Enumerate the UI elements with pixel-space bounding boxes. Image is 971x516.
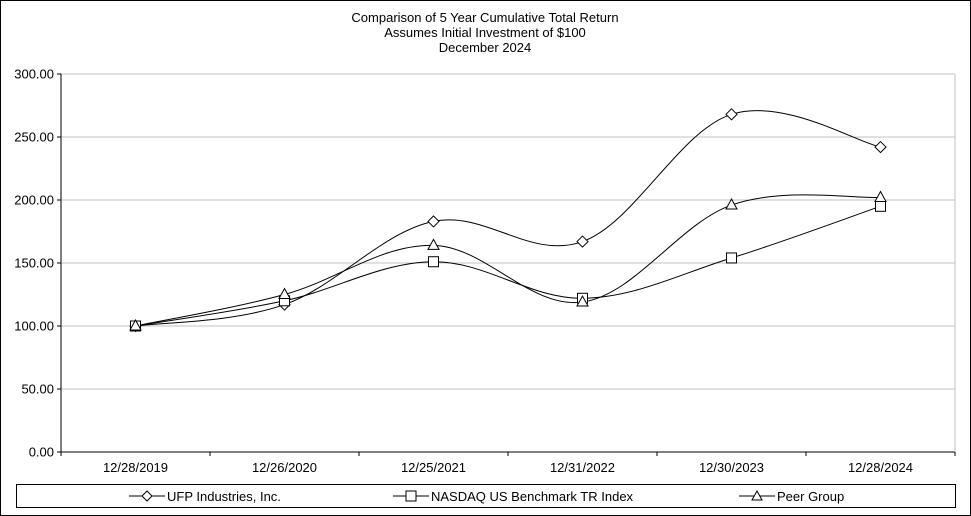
square-marker-icon (393, 490, 429, 502)
y-tick-label-1: 50.00 (21, 382, 54, 397)
y-tick-label-3: 150.00 (14, 256, 54, 271)
y-tick-labels: 0.00 50.00 100.00 150.00 200.00 250.00 300.00 (14, 67, 61, 460)
legend-label-peer: Peer Group (777, 488, 845, 504)
series-markers (129, 108, 887, 333)
point-diamond-5 (874, 140, 887, 154)
series-line-square (135, 205, 881, 327)
point-diamond-4 (725, 108, 738, 121)
point-square-5 (875, 200, 886, 212)
title-line-2: Assumes Initial Investment of $100 (384, 25, 586, 40)
y-tick-label-2: 100.00 (14, 319, 54, 334)
y-tick-label-5: 250.00 (14, 130, 54, 145)
y-tick-label-0: 0.00 (29, 445, 54, 460)
legend-item-ufp: UFP Industries, Inc. (129, 485, 281, 507)
x-tick-labels: 12/28/2019 12/26/2020 12/25/2021 12/31/2022… (60, 452, 956, 475)
x-tick-label-4: 12/30/2023 (699, 460, 764, 475)
triangle-marker-icon (739, 489, 775, 501)
legend: UFP Industries, Inc. NASDAQ US Benchmark… (16, 484, 956, 508)
point-diamond-2 (427, 215, 440, 228)
point-triangle-4 (725, 198, 738, 210)
point-square-2 (428, 256, 439, 268)
x-tick-label-2: 12/25/2021 (401, 460, 466, 475)
x-tick-label-3: 12/31/2022 (550, 460, 615, 475)
x-tick-label-5: 12/28/2024 (848, 460, 913, 475)
title-line-3: December 2024 (439, 40, 532, 55)
title-line-1: Comparison of 5 Year Cumulative Total Re… (351, 10, 618, 25)
diamond-marker-icon (129, 490, 165, 502)
x-tick-label-1: 12/26/2020 (252, 460, 317, 475)
point-triangle-0 (129, 318, 142, 331)
legend-item-nasdaq: NASDAQ US Benchmark TR Index (393, 485, 633, 507)
x-tick-label-0: 12/28/2019 (103, 460, 168, 475)
gridlines (61, 73, 955, 390)
series-line-diamond (135, 110, 881, 327)
point-square-4 (726, 252, 737, 264)
point-triangle-5 (874, 190, 887, 202)
point-triangle-3 (576, 295, 589, 307)
legend-item-peer: Peer Group (739, 485, 844, 507)
series-line-triangle (135, 194, 881, 327)
point-diamond-3 (576, 235, 589, 248)
series-lines (135, 110, 881, 327)
legend-label-nasdaq: NASDAQ US Benchmark TR Index (431, 488, 634, 504)
point-triangle-1 (278, 287, 291, 299)
chart-title: Comparison of 5 Year Cumulative Total Re… (351, 10, 618, 55)
y-tick-label-6: 300.00 (14, 67, 54, 82)
legend-label-ufp: UFP Industries, Inc. (167, 488, 281, 504)
y-tick-label-4: 200.00 (14, 193, 54, 208)
point-triangle-2 (427, 238, 440, 250)
